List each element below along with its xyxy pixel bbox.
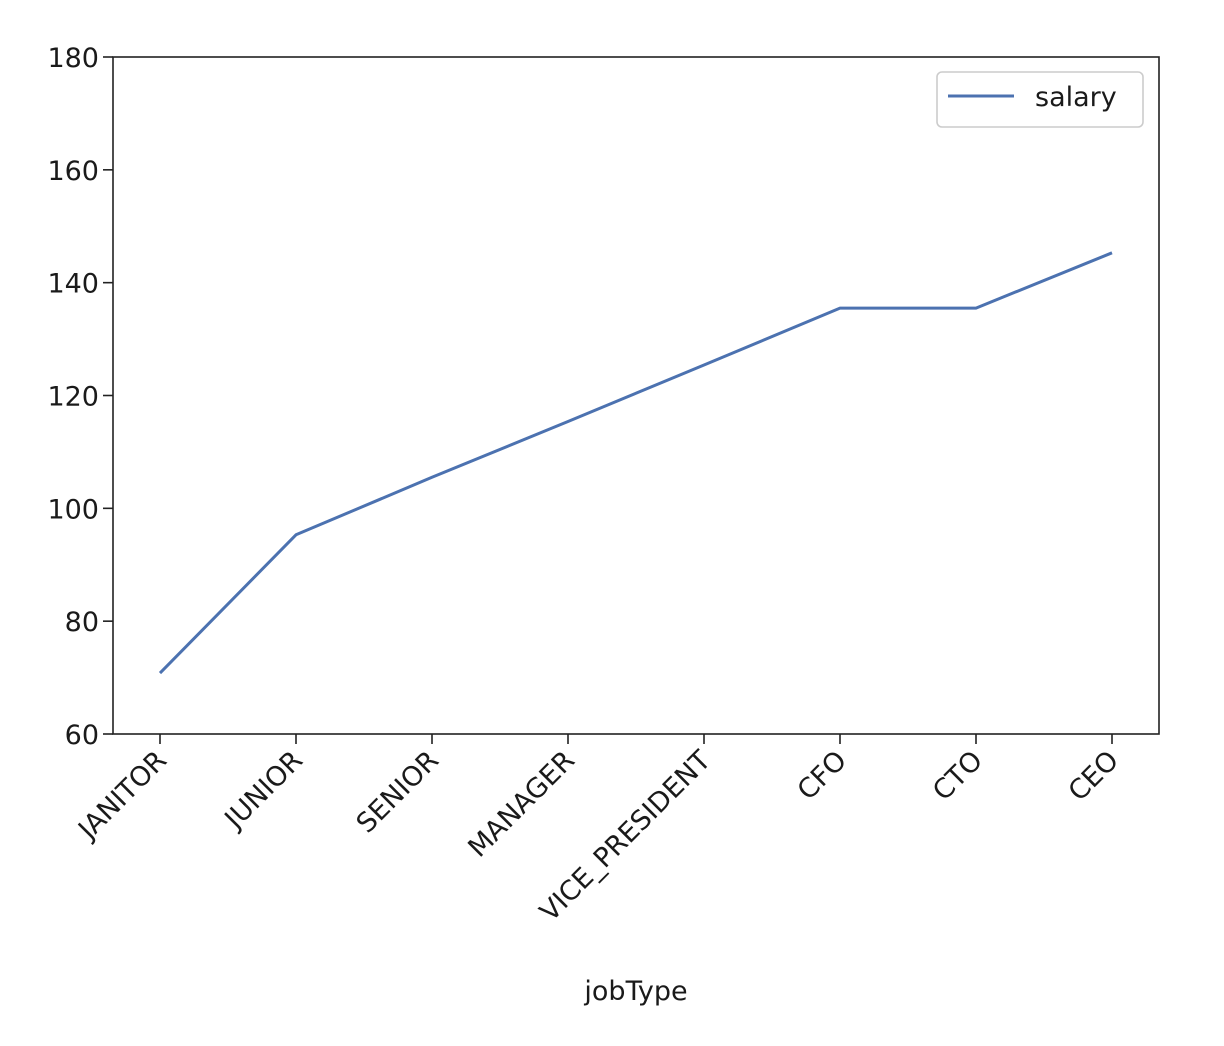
y-tick-label: 140: [47, 269, 99, 300]
x-tick-label: JUNIOR: [218, 745, 309, 836]
y-tick-label: 120: [47, 382, 99, 413]
x-tick-label: MANAGER: [462, 745, 581, 864]
legend: salary: [937, 72, 1143, 127]
y-tick-label: 160: [47, 156, 99, 187]
y-axis: 60 80 100 120 140 160 180: [47, 43, 113, 751]
x-tick-label: CTO: [927, 745, 989, 807]
y-tick-label: 80: [65, 607, 99, 638]
y-tick-label: 100: [47, 494, 99, 525]
x-tick-label: SENIOR: [351, 745, 445, 839]
plot-frame: [113, 57, 1159, 734]
y-tick-label: 180: [47, 43, 99, 74]
legend-label-salary: salary: [1035, 82, 1117, 113]
x-tick-label: CFO: [792, 745, 853, 806]
x-tick-label: JANITOR: [71, 745, 173, 847]
series-layer: [160, 253, 1112, 673]
series-line-salary: [160, 253, 1112, 673]
x-axis-label: jobType: [583, 976, 687, 1007]
y-tick-label: 60: [65, 720, 99, 751]
x-tick-label: CEO: [1063, 745, 1125, 807]
